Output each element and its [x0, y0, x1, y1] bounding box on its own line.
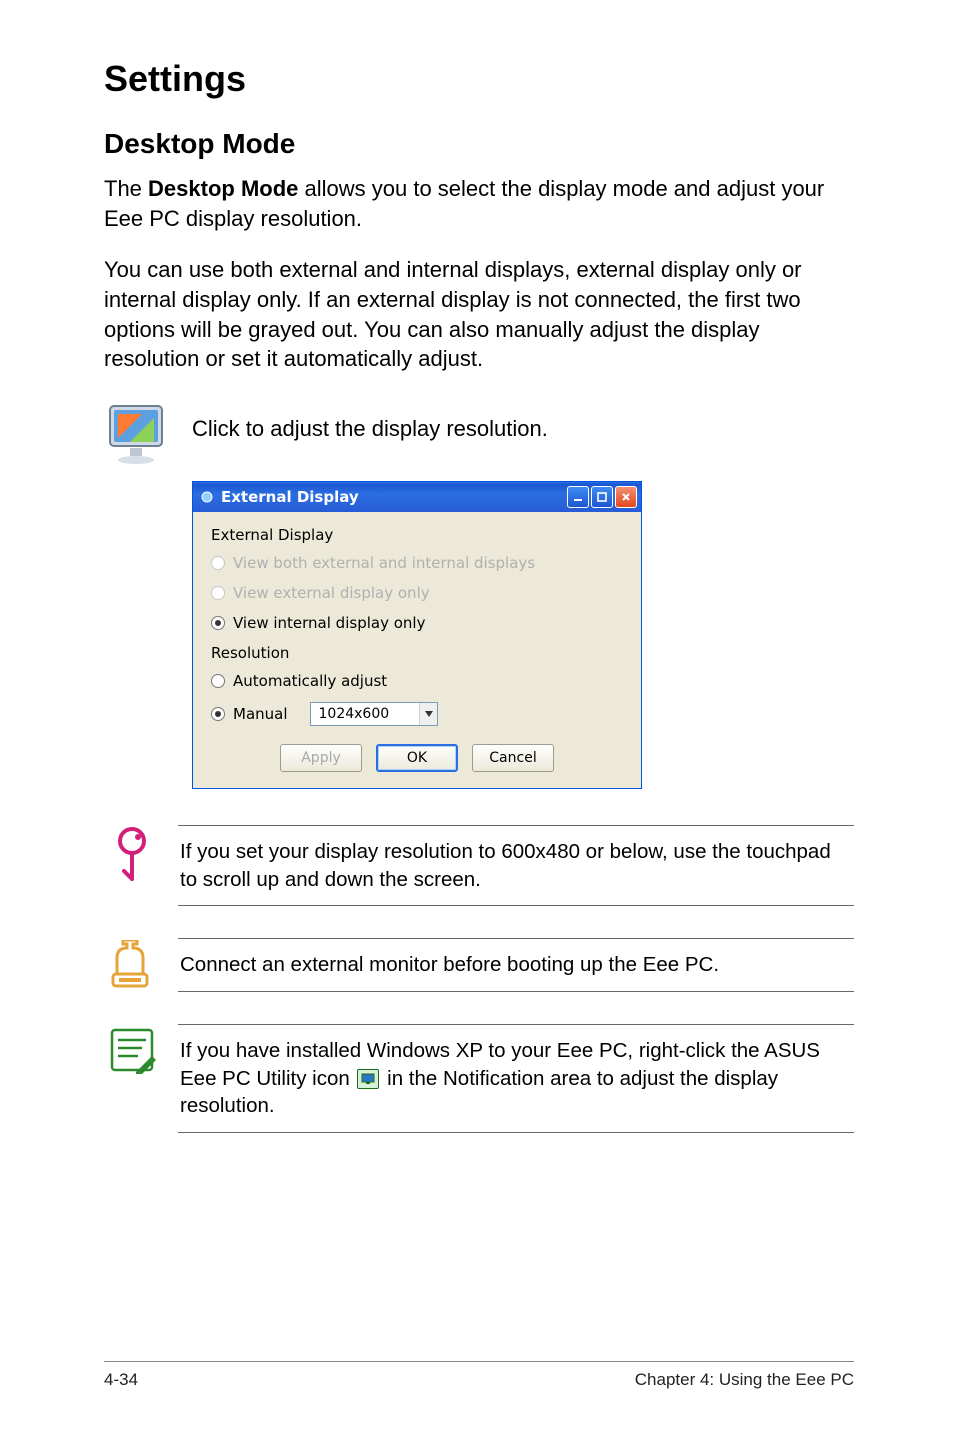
- radio-view-both: View both external and internal displays: [211, 554, 623, 572]
- monitor-icon: [104, 396, 192, 473]
- dialog-titlebar[interactable]: External Display: [193, 482, 641, 512]
- page-title: Settings: [104, 58, 854, 100]
- radio-icon: [211, 616, 225, 630]
- apply-button: Apply: [280, 744, 362, 772]
- cancel-button[interactable]: Cancel: [472, 744, 554, 772]
- section-heading: Desktop Mode: [104, 128, 854, 160]
- radio-icon: [211, 674, 225, 688]
- page-number: 4-34: [104, 1370, 138, 1390]
- caution-icon: [104, 938, 160, 990]
- ok-button[interactable]: OK: [376, 744, 458, 772]
- radio-view-external: View external display only: [211, 584, 623, 602]
- dialog-title: External Display: [221, 488, 359, 506]
- note-tip-text: If you set your display resolution to 60…: [178, 825, 854, 906]
- note-icon: [104, 1024, 160, 1074]
- maximize-button[interactable]: [591, 486, 613, 508]
- radio-label: View external display only: [233, 584, 430, 602]
- intro-paragraph-1: The Desktop Mode allows you to select th…: [104, 174, 854, 233]
- radio-label: Manual: [233, 705, 288, 723]
- radio-icon: [211, 556, 225, 570]
- text-prefix: The: [104, 176, 148, 201]
- radio-auto-adjust[interactable]: Automatically adjust: [211, 672, 623, 690]
- radio-icon: [211, 707, 225, 721]
- group-resolution-label: Resolution: [211, 644, 623, 662]
- radio-icon: [211, 586, 225, 600]
- radio-label: View both external and internal displays: [233, 554, 535, 572]
- chapter-label: Chapter 4: Using the Eee PC: [635, 1370, 854, 1390]
- minimize-button[interactable]: [567, 486, 589, 508]
- note-info-text: If you have installed Windows XP to your…: [178, 1024, 854, 1133]
- radio-label: View internal display only: [233, 614, 425, 632]
- click-instruction: Click to adjust the display resolution.: [192, 396, 854, 444]
- text-bold: Desktop Mode: [148, 176, 298, 201]
- close-button[interactable]: [615, 486, 637, 508]
- tray-utility-icon: [357, 1069, 379, 1089]
- radio-manual[interactable]: Manual 1024x600: [211, 702, 623, 726]
- resolution-select[interactable]: 1024x600: [310, 702, 439, 726]
- note-caution-text: Connect an external monitor before booti…: [178, 938, 854, 992]
- tip-icon: [104, 825, 160, 885]
- external-display-dialog: External Display External Display View b…: [192, 481, 642, 789]
- chevron-down-icon[interactable]: [419, 703, 437, 725]
- intro-paragraph-2: You can use both external and internal d…: [104, 255, 854, 374]
- dialog-app-icon: [199, 489, 215, 505]
- radio-label: Automatically adjust: [233, 672, 387, 690]
- resolution-value: 1024x600: [311, 706, 420, 722]
- group-external-display-label: External Display: [211, 526, 623, 544]
- page-footer: 4-34 Chapter 4: Using the Eee PC: [104, 1361, 854, 1390]
- radio-view-internal[interactable]: View internal display only: [211, 614, 623, 632]
